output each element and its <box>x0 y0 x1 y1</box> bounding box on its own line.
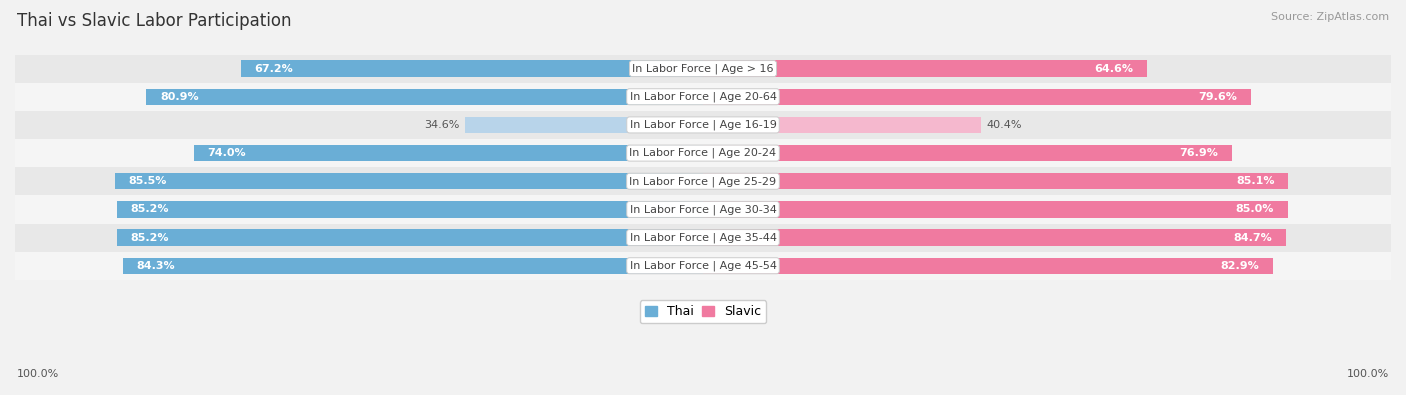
Text: In Labor Force | Age 35-44: In Labor Force | Age 35-44 <box>630 232 776 243</box>
Text: 85.2%: 85.2% <box>131 205 169 214</box>
Text: 85.1%: 85.1% <box>1236 176 1275 186</box>
Bar <box>703 201 1288 218</box>
Text: 34.6%: 34.6% <box>425 120 460 130</box>
Bar <box>15 111 1391 139</box>
Bar <box>703 229 1285 246</box>
Bar <box>15 167 1391 196</box>
Bar <box>117 229 703 246</box>
Bar <box>703 117 981 133</box>
Text: 74.0%: 74.0% <box>208 148 246 158</box>
Text: 40.4%: 40.4% <box>987 120 1022 130</box>
Text: Source: ZipAtlas.com: Source: ZipAtlas.com <box>1271 12 1389 22</box>
Bar <box>122 258 703 274</box>
Text: In Labor Force | Age > 16: In Labor Force | Age > 16 <box>633 63 773 74</box>
Bar <box>703 60 1147 77</box>
Bar <box>465 117 703 133</box>
Bar <box>240 60 703 77</box>
Legend: Thai, Slavic: Thai, Slavic <box>640 300 766 323</box>
Bar <box>15 55 1391 83</box>
Text: 80.9%: 80.9% <box>160 92 198 102</box>
Bar <box>115 173 703 190</box>
Text: 84.7%: 84.7% <box>1233 233 1272 243</box>
Text: In Labor Force | Age 20-24: In Labor Force | Age 20-24 <box>630 148 776 158</box>
Bar <box>15 83 1391 111</box>
Bar <box>703 145 1232 161</box>
Text: 85.2%: 85.2% <box>131 233 169 243</box>
Bar <box>703 173 1288 190</box>
Text: 85.0%: 85.0% <box>1236 205 1274 214</box>
Bar <box>117 201 703 218</box>
Text: 84.3%: 84.3% <box>136 261 176 271</box>
Bar <box>15 139 1391 167</box>
Text: In Labor Force | Age 30-34: In Labor Force | Age 30-34 <box>630 204 776 214</box>
Text: 64.6%: 64.6% <box>1095 64 1133 73</box>
Text: 76.9%: 76.9% <box>1180 148 1219 158</box>
Bar <box>194 145 703 161</box>
Bar <box>703 258 1274 274</box>
Bar <box>15 196 1391 224</box>
Text: In Labor Force | Age 25-29: In Labor Force | Age 25-29 <box>630 176 776 186</box>
Text: 85.5%: 85.5% <box>128 176 167 186</box>
Text: Thai vs Slavic Labor Participation: Thai vs Slavic Labor Participation <box>17 12 291 30</box>
Text: 100.0%: 100.0% <box>1347 369 1389 379</box>
Text: 79.6%: 79.6% <box>1198 92 1237 102</box>
Text: 100.0%: 100.0% <box>17 369 59 379</box>
Text: In Labor Force | Age 20-64: In Labor Force | Age 20-64 <box>630 92 776 102</box>
Text: 67.2%: 67.2% <box>254 64 294 73</box>
Bar <box>703 88 1251 105</box>
Text: In Labor Force | Age 45-54: In Labor Force | Age 45-54 <box>630 261 776 271</box>
Text: 82.9%: 82.9% <box>1220 261 1260 271</box>
Text: In Labor Force | Age 16-19: In Labor Force | Age 16-19 <box>630 120 776 130</box>
Bar <box>15 252 1391 280</box>
Bar <box>146 88 703 105</box>
Bar <box>15 224 1391 252</box>
